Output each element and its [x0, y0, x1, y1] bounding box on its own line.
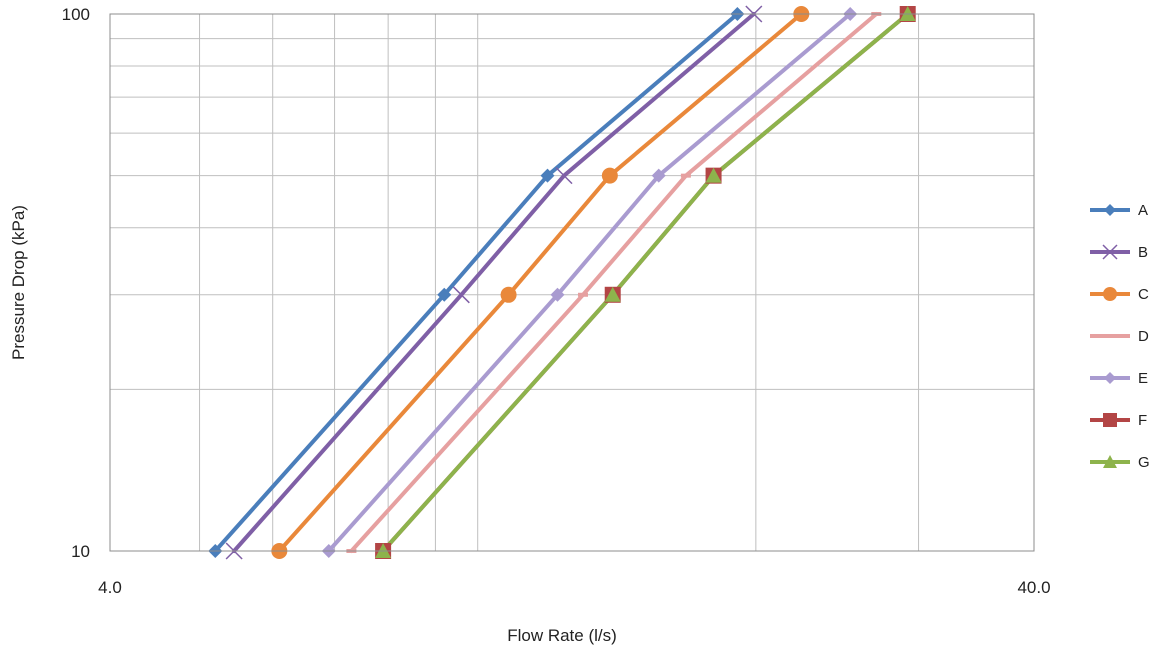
data-point	[1102, 244, 1118, 260]
y-tick-label: 100	[62, 5, 90, 24]
data-point	[550, 287, 565, 302]
data-point	[680, 173, 691, 178]
legend-label: B	[1138, 244, 1148, 261]
legend-label: D	[1138, 328, 1149, 345]
data-point	[1103, 455, 1117, 468]
legend-item-g: G	[1090, 454, 1150, 471]
data-point-stroke	[555, 167, 573, 185]
series-line-g	[381, 12, 910, 553]
plot-area	[110, 14, 1034, 551]
series-line-e	[326, 12, 853, 553]
series-line-b	[232, 12, 756, 553]
legend-label: G	[1138, 454, 1150, 471]
data-point	[601, 167, 618, 184]
legend-label: E	[1138, 370, 1148, 387]
legend: A B C D E F G	[1090, 202, 1150, 471]
x-tick-label: 40.0	[1017, 578, 1050, 597]
data-point-stroke	[1102, 244, 1118, 260]
data-point	[437, 287, 452, 302]
legend-item-e: E	[1090, 370, 1148, 387]
data-point	[540, 168, 555, 183]
legend-item-c: C	[1090, 286, 1149, 303]
y-axis-title: Pressure Drop (kPa)	[9, 205, 28, 360]
x-tick-label: 4.0	[98, 578, 122, 597]
plot-border	[109, 13, 1035, 552]
data-point	[1104, 372, 1116, 384]
data-point	[1104, 204, 1116, 216]
tick-labels: 4.0 40.0 10 100	[62, 5, 1051, 597]
data-point	[500, 286, 517, 303]
data-point	[452, 286, 470, 304]
data-point	[555, 167, 573, 185]
legend-item-a: A	[1090, 202, 1148, 219]
legend-item-b: B	[1090, 244, 1148, 261]
data-point	[577, 292, 588, 297]
data-point-stroke	[452, 286, 470, 304]
data-point	[604, 286, 621, 302]
data-point	[1103, 413, 1117, 427]
data-point	[705, 167, 722, 183]
data-point	[651, 168, 666, 183]
x-axis-title: Flow Rate (l/s)	[507, 626, 617, 645]
series-line-a	[213, 12, 740, 553]
legend-label: C	[1138, 286, 1149, 303]
series-line-d	[349, 12, 879, 553]
series-lines	[213, 12, 910, 553]
legend-label: F	[1138, 412, 1147, 429]
data-point	[1103, 287, 1117, 301]
legend-item-f: F	[1090, 412, 1147, 429]
legend-item-d: D	[1090, 328, 1149, 345]
y-tick-label: 10	[71, 542, 90, 561]
data-point	[1106, 334, 1114, 338]
legend-label: A	[1138, 202, 1148, 219]
series-line-c	[277, 12, 804, 553]
